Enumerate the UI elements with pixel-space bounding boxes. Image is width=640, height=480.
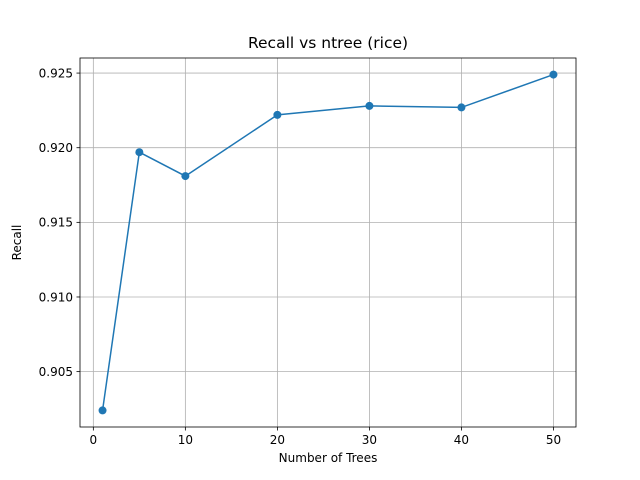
x-tick-label: 20 (270, 433, 285, 447)
grid (80, 58, 576, 427)
axes-frame (79, 57, 577, 428)
y-axis-label: Recall (10, 225, 24, 261)
series-layer (98, 70, 558, 415)
data-point (181, 172, 190, 181)
data-point (98, 406, 107, 415)
data-point (549, 70, 558, 79)
data-point (457, 103, 466, 112)
y-tick-label: 0.910 (39, 290, 73, 304)
chart-title: Recall vs ntree (rice) (248, 34, 408, 52)
data-point (365, 101, 374, 110)
x-tick-label: 0 (90, 433, 98, 447)
x-tick-label: 30 (362, 433, 377, 447)
data-point (273, 110, 282, 119)
x-axis-label: Number of Trees (279, 451, 378, 465)
data-point (135, 148, 144, 157)
y-tick-label: 0.905 (39, 365, 73, 379)
y-tick-label: 0.925 (39, 66, 73, 80)
ticks: 0 10 20 30 40 50 0.905 0.910 0.915 0.920 0.925 (39, 66, 561, 447)
y-tick-label: 0.920 (39, 141, 73, 155)
x-tick-label: 50 (546, 433, 561, 447)
y-tick-label: 0.915 (39, 216, 73, 230)
x-tick-label: 40 (454, 433, 469, 447)
x-tick-label: 10 (178, 433, 193, 447)
